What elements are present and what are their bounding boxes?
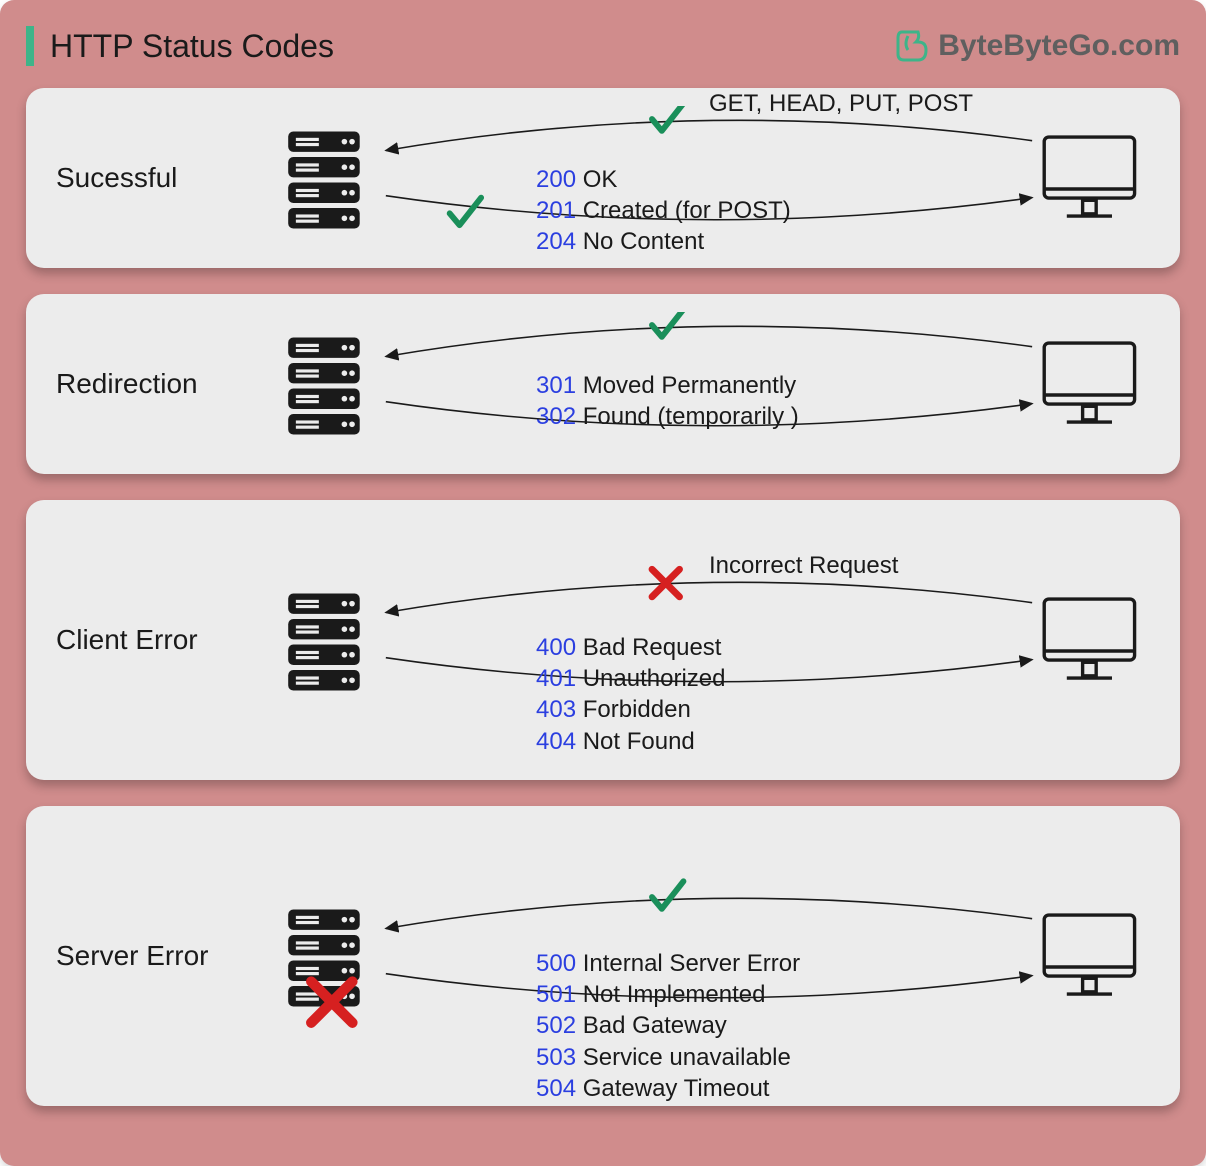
- request-arrow: [386, 582, 1032, 612]
- status-code: 503: [536, 1044, 576, 1071]
- status-text: Internal Server Error: [576, 950, 800, 977]
- panel-label: Redirection: [56, 368, 266, 400]
- code-line: 504 Gateway Timeout: [536, 1073, 800, 1104]
- diagram-area: 301 Moved Permanently302 Found (temporar…: [266, 312, 1150, 456]
- monitor-icon: [1044, 137, 1134, 216]
- status-text: Bad Request: [576, 634, 721, 661]
- status-text: Moved Permanently: [576, 372, 796, 399]
- diagram-area: GET, HEAD, PUT, POST200 OK201 Created (f…: [266, 106, 1150, 250]
- status-text: Not Implemented: [576, 981, 765, 1008]
- code-line: 403 Forbidden: [536, 694, 725, 725]
- request-arrow: [386, 120, 1032, 150]
- code-line: 501 Not Implemented: [536, 979, 800, 1010]
- request-label: GET, HEAD, PUT, POST: [709, 90, 973, 118]
- panel-label: Sucessful: [56, 162, 266, 194]
- diagram-area: 500 Internal Server Error501 Not Impleme…: [266, 824, 1150, 1088]
- panel-redirection: Redirection 301 Moved Permanently302 Fou…: [26, 294, 1180, 474]
- codes-block: 400 Bad Request401 Unauthorized403 Forbi…: [536, 632, 725, 757]
- brand-logo: ByteByteGo.com: [894, 28, 1180, 64]
- code-line: 502 Bad Gateway: [536, 1010, 800, 1041]
- panels-list: Sucessful GET, HEAD, PUT, POST200 OK201 …: [26, 88, 1180, 1106]
- logo-icon: [894, 28, 930, 64]
- status-code: 403: [536, 696, 576, 723]
- page-title: HTTP Status Codes: [50, 28, 334, 65]
- status-code: 401: [536, 665, 576, 692]
- code-line: 201 Created (for POST): [536, 195, 791, 226]
- header: HTTP Status Codes ByteByteGo.com: [26, 22, 1180, 70]
- status-text: Not Found: [576, 728, 695, 755]
- status-code: 500: [536, 950, 576, 977]
- code-line: 204 No Content: [536, 226, 791, 257]
- code-line: 401 Unauthorized: [536, 663, 725, 694]
- status-code: 502: [536, 1012, 576, 1039]
- title-wrap: HTTP Status Codes: [26, 26, 334, 66]
- status-text: Created (for POST): [576, 197, 791, 224]
- panel-label: Client Error: [56, 624, 266, 656]
- panel-client-error: Client Error Incorrect Request 400 Bad Re…: [26, 500, 1180, 780]
- request-label: Incorrect Request: [709, 552, 898, 580]
- monitor-icon: [1044, 599, 1134, 678]
- code-line: 301 Moved Permanently: [536, 370, 799, 401]
- brand-text: ByteByteGo.com: [938, 29, 1180, 63]
- diagram-area: Incorrect Request 400 Bad Request401 Unau…: [266, 518, 1150, 762]
- status-text: Service unavailable: [576, 1044, 791, 1071]
- codes-block: 500 Internal Server Error501 Not Impleme…: [536, 948, 800, 1104]
- status-text: Forbidden: [576, 696, 691, 723]
- status-text: Found (temporarily ): [576, 403, 799, 430]
- code-line: 404 Not Found: [536, 726, 725, 757]
- code-line: 302 Found (temporarily ): [536, 401, 799, 432]
- server-icon: [288, 131, 360, 228]
- server-icon: [288, 593, 360, 690]
- status-code: 204: [536, 228, 576, 255]
- server-icon: [288, 337, 360, 434]
- monitor-icon: [1044, 915, 1134, 994]
- infographic-container: HTTP Status Codes ByteByteGo.com Sucessf…: [0, 0, 1206, 1166]
- codes-block: 301 Moved Permanently302 Found (temporar…: [536, 370, 799, 432]
- status-text: Unauthorized: [576, 665, 725, 692]
- monitor-icon: [1044, 343, 1134, 422]
- status-text: OK: [576, 166, 617, 193]
- status-code: 301: [536, 372, 576, 399]
- status-code: 501: [536, 981, 576, 1008]
- title-accent-bar: [26, 26, 34, 66]
- status-text: No Content: [576, 228, 704, 255]
- request-arrow: [386, 898, 1032, 928]
- panel-successful: Sucessful GET, HEAD, PUT, POST200 OK201 …: [26, 88, 1180, 268]
- request-arrow: [386, 326, 1032, 356]
- codes-block: 200 OK201 Created (for POST)204 No Conte…: [536, 164, 791, 258]
- code-line: 200 OK: [536, 164, 791, 195]
- code-line: 503 Service unavailable: [536, 1042, 800, 1073]
- panel-label: Server Error: [56, 940, 266, 972]
- code-line: 500 Internal Server Error: [536, 948, 800, 979]
- status-code: 404: [536, 728, 576, 755]
- code-line: 400 Bad Request: [536, 632, 725, 663]
- status-code: 200: [536, 166, 576, 193]
- panel-server-error: Server Error 500 Internal Server Error50…: [26, 806, 1180, 1106]
- status-code: 201: [536, 197, 576, 224]
- status-code: 400: [536, 634, 576, 661]
- status-code: 302: [536, 403, 576, 430]
- status-text: Gateway Timeout: [576, 1075, 769, 1102]
- status-code: 504: [536, 1075, 576, 1102]
- status-text: Bad Gateway: [576, 1012, 727, 1039]
